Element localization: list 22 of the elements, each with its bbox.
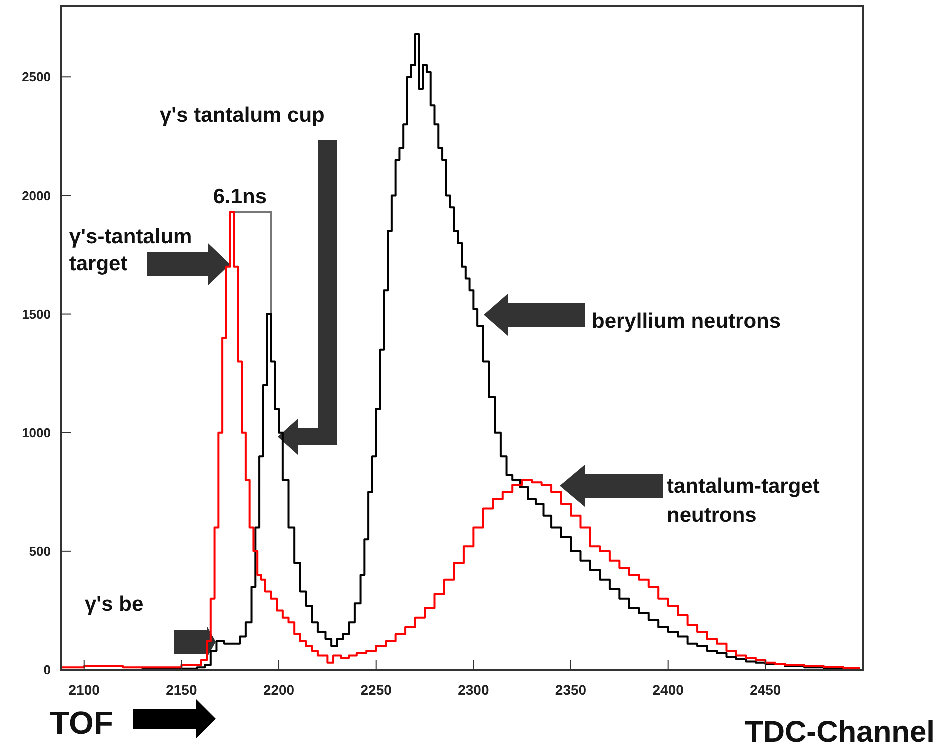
x-tick-label: 2150 (166, 682, 198, 698)
x-axis-title: TDC-Channel (745, 716, 935, 746)
annotation: γ's tantalum cup (160, 104, 325, 127)
x-tick-label: 2400 (652, 682, 684, 698)
y-tick-label: 500 (29, 544, 51, 559)
y-tick-label: 2500 (22, 70, 51, 85)
annotation: γ's be (85, 593, 144, 616)
y-tick-label: 0 (44, 662, 51, 678)
x-tick-label: 2100 (68, 682, 100, 698)
annotation: 6.1ns (213, 185, 268, 208)
y-tick-label: 1500 (22, 306, 51, 322)
annotation: tantalum-target neutrons (667, 475, 820, 527)
text: TOF (50, 705, 114, 741)
annotation: γ's-tantalum target (69, 225, 192, 276)
annotation: beryllium neutrons (592, 310, 782, 333)
x-tick-label: 2250 (360, 682, 392, 698)
x-tick-label: 2350 (555, 682, 587, 698)
x-tick-label: 2300 (458, 682, 490, 698)
x-tick-label: 2450 (750, 682, 782, 698)
x-tick-label: 2200 (263, 682, 295, 698)
y-tick-label: 1000 (22, 425, 51, 440)
y-tick-label: 2000 (22, 188, 51, 204)
